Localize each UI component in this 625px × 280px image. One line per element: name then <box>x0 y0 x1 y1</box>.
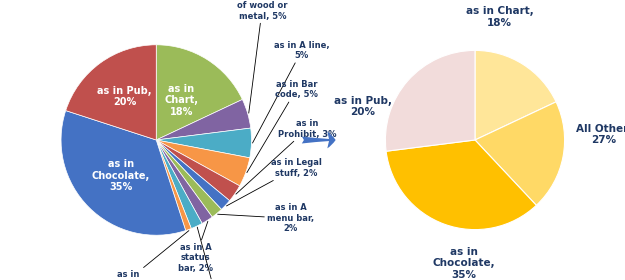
Text: as in
Chocolate,
35%: as in Chocolate, 35% <box>91 159 150 192</box>
Wedge shape <box>475 102 564 205</box>
Wedge shape <box>156 140 250 186</box>
Text: as in Pub,
20%: as in Pub, 20% <box>98 86 152 107</box>
Wedge shape <box>475 50 556 140</box>
Text: All Other,
27%: All Other, 27% <box>576 123 625 145</box>
Wedge shape <box>61 111 186 235</box>
Text: as in Legal
stuff, 2%: as in Legal stuff, 2% <box>226 158 322 206</box>
Text: as in Bar
code, 5%: as in Bar code, 5% <box>247 80 318 173</box>
Text: as in
Chocolate,
35%: as in Chocolate, 35% <box>432 247 495 280</box>
Wedge shape <box>156 140 221 217</box>
Wedge shape <box>386 50 475 151</box>
Wedge shape <box>156 140 202 228</box>
Wedge shape <box>156 140 239 201</box>
Text: as in Chart,
18%: as in Chart, 18% <box>466 6 534 28</box>
Wedge shape <box>156 128 251 158</box>
Text: as in
Soap, 1%: as in Soap, 1% <box>106 231 189 280</box>
Text: as in A line,
5%: as in A line, 5% <box>253 41 329 143</box>
Text: as in Pub,
20%: as in Pub, 20% <box>334 95 392 117</box>
Wedge shape <box>156 140 212 223</box>
Wedge shape <box>66 45 156 140</box>
Text: as in
Chart,
18%: as in Chart, 18% <box>164 84 199 117</box>
Wedge shape <box>156 99 251 140</box>
Text: as in
Prohibit, 3%: as in Prohibit, 3% <box>236 119 337 194</box>
Text: as in A piece
of wood or
metal, 5%: as in A piece of wood or metal, 5% <box>232 0 292 113</box>
Wedge shape <box>156 140 229 209</box>
Text: as in A tool
bar, 2%: as in A tool bar, 2% <box>188 227 241 280</box>
Text: as in A
status
bar, 2%: as in A status bar, 2% <box>178 221 213 272</box>
Text: as in A
menu bar,
2%: as in A menu bar, 2% <box>217 204 314 233</box>
Wedge shape <box>156 45 242 140</box>
Wedge shape <box>386 140 536 230</box>
Wedge shape <box>156 140 191 230</box>
